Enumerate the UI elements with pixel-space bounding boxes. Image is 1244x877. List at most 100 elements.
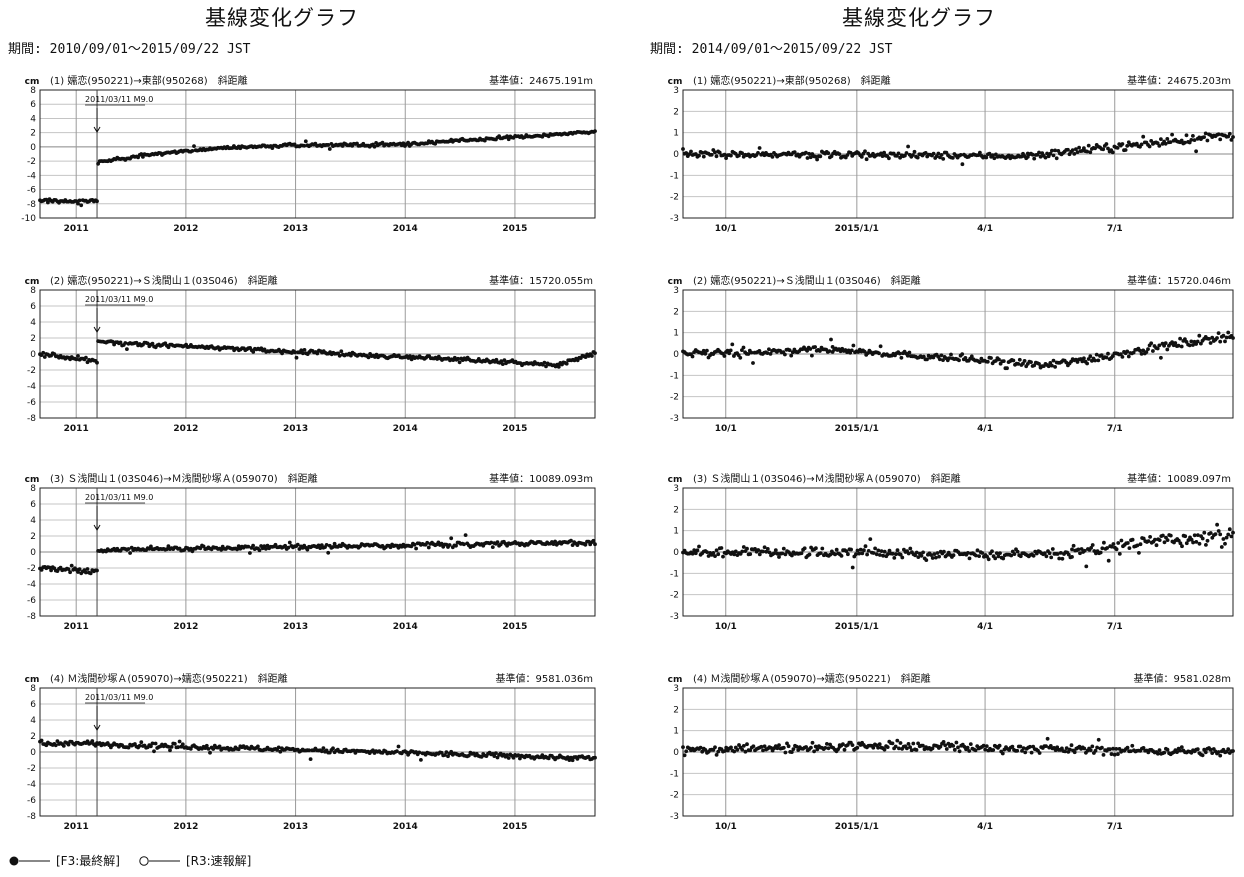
data-point (1138, 348, 1142, 353)
y-tick-label: -3 (670, 812, 679, 822)
data-point (717, 150, 722, 155)
data-point (787, 348, 792, 353)
data-point (176, 745, 180, 750)
data-point (697, 544, 701, 549)
data-point (1207, 337, 1211, 341)
data-point (1216, 331, 1221, 335)
data-point (126, 547, 131, 551)
data-point (235, 547, 240, 552)
data-point (1069, 743, 1074, 748)
y-tick-label: 2 (673, 705, 679, 715)
data-point (963, 356, 968, 360)
data-point (425, 540, 430, 545)
y-tick-label: -3 (670, 214, 679, 224)
data-point (810, 353, 814, 358)
data-point (958, 153, 963, 157)
data-point (690, 551, 695, 556)
data-point (996, 554, 1001, 559)
data-point (1162, 540, 1167, 545)
data-point (1149, 139, 1154, 143)
data-point (303, 139, 308, 144)
data-point (1148, 535, 1152, 539)
data-point (447, 543, 452, 547)
y-axis-unit: cm (668, 77, 683, 87)
data-point (1125, 745, 1130, 750)
data-point (906, 742, 911, 746)
data-point (139, 740, 144, 745)
y-tick-label: -4 (27, 171, 36, 181)
y-tick-label: -1 (670, 569, 679, 579)
data-point (1057, 556, 1062, 561)
data-point (880, 154, 885, 159)
data-point (714, 548, 719, 553)
y-tick-label: 2 (30, 129, 36, 139)
y-tick-label: 4 (30, 716, 36, 726)
data-point (1064, 360, 1069, 365)
data-point (1141, 134, 1146, 139)
data-point (1183, 140, 1187, 145)
data-points (681, 736, 1235, 758)
data-point (714, 154, 719, 159)
data-point (938, 744, 943, 749)
data-point (1063, 749, 1067, 754)
data-point (716, 552, 721, 557)
data-point (1192, 138, 1197, 143)
data-point (1118, 352, 1123, 356)
data-point (188, 747, 193, 751)
data-point (90, 739, 95, 743)
data-point (1068, 747, 1072, 752)
data-points (38, 738, 597, 763)
data-point (1054, 156, 1059, 161)
event-label: 2011/03/11 M9.0 (85, 295, 153, 304)
data-point (1213, 532, 1218, 536)
data-point (805, 156, 810, 160)
data-point (844, 549, 849, 553)
data-point (732, 749, 737, 754)
data-point (315, 351, 320, 356)
data-point (1159, 355, 1163, 360)
data-point (1200, 536, 1205, 541)
data-point (1127, 546, 1132, 550)
data-point (1086, 143, 1091, 148)
data-point (935, 551, 940, 555)
data-point (859, 155, 864, 159)
data-point (1184, 541, 1189, 546)
data-point (820, 546, 825, 551)
data-point (975, 548, 980, 553)
data-point (1093, 146, 1097, 151)
data-point (1165, 538, 1170, 542)
data-point (366, 355, 371, 360)
data-point (713, 554, 717, 558)
data-point (1168, 533, 1173, 538)
data-point (1032, 156, 1037, 161)
data-points (38, 129, 597, 208)
data-point (1106, 351, 1110, 356)
data-point (457, 360, 462, 365)
data-point (823, 746, 828, 750)
chart-title: (3) Ｓ浅間山１(03S046)→Ｍ浅間砂塚Ａ(059070) 斜距離 (50, 472, 318, 485)
data-point (813, 744, 818, 749)
data-point (1053, 365, 1057, 369)
y-tick-label: 1 (673, 129, 679, 139)
data-point (911, 153, 915, 157)
data-point (593, 755, 597, 760)
data-point (66, 567, 71, 571)
data-point (690, 354, 695, 359)
data-point (780, 551, 785, 556)
data-point (827, 349, 832, 353)
data-point (1139, 352, 1144, 356)
data-point (256, 744, 260, 749)
data-point (1050, 547, 1055, 551)
data-point (684, 749, 689, 754)
data-point (722, 354, 727, 358)
data-point (749, 350, 754, 355)
data-point (925, 357, 929, 362)
data-point (745, 742, 749, 747)
data-point (77, 198, 82, 203)
data-point (772, 551, 777, 556)
data-point (126, 745, 131, 750)
data-point (735, 747, 740, 752)
data-point (730, 342, 735, 347)
data-point (593, 351, 597, 355)
data-point (211, 747, 216, 751)
